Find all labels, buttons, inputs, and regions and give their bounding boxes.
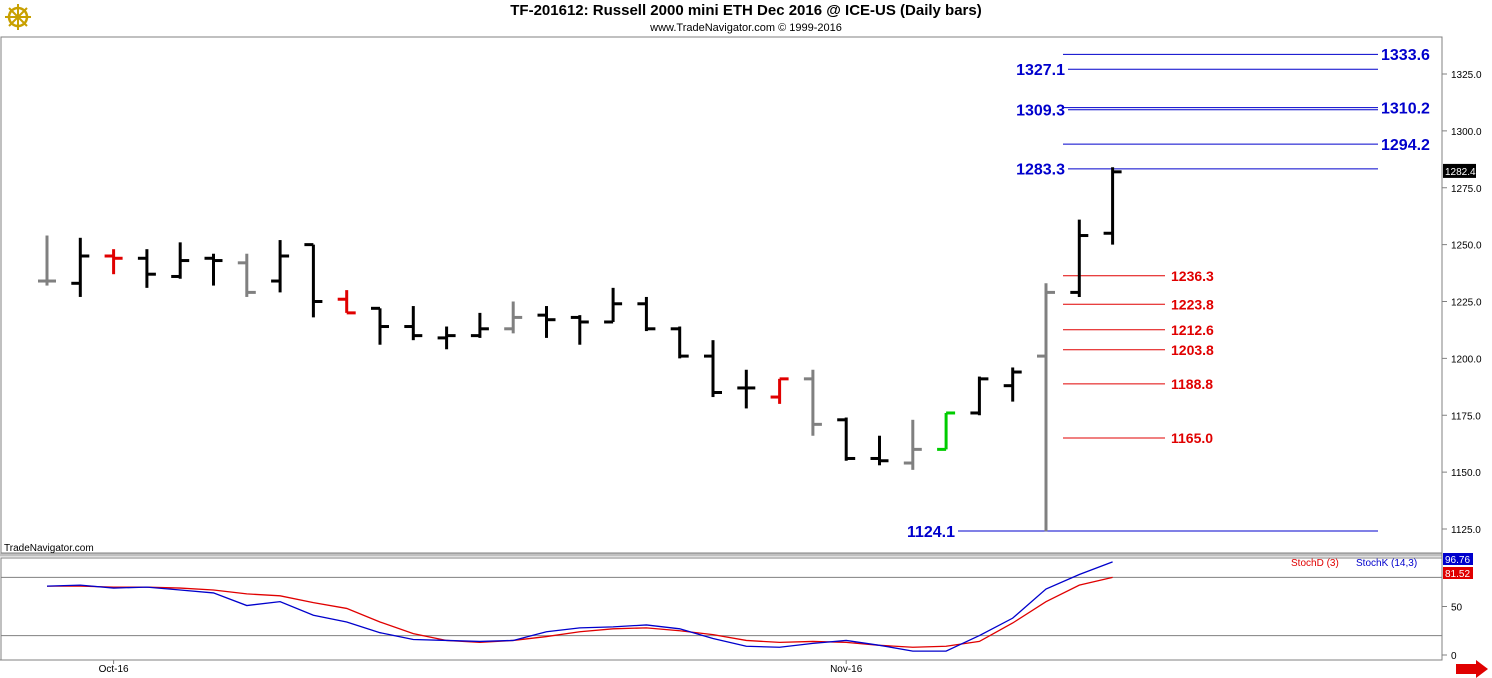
price-tick-label: 1300.0 — [1451, 127, 1482, 138]
stoch-series-line — [46, 561, 1113, 652]
ohlc-bar — [38, 235, 56, 286]
price-tick-label: 1250.0 — [1451, 241, 1482, 252]
ohlc-bar — [837, 417, 856, 461]
price-level-label: 1294.2 — [1381, 137, 1430, 154]
ohlc-bar — [337, 290, 356, 315]
ohlc-bar — [903, 419, 922, 470]
chart-title: TF-201612: Russell 2000 mini ETH Dec 201… — [510, 2, 982, 19]
ohlc-bar — [371, 306, 389, 345]
ohlc-bar — [237, 253, 256, 297]
price-level-label: 1309.3 — [1016, 102, 1065, 119]
price-level-label: 1124.1 — [907, 524, 955, 541]
ohlc-bar — [670, 326, 689, 359]
stoch-d-last-value: 81.52 — [1445, 569, 1470, 580]
stoch-legend: StochD (3) StochK (14,3) 96.76 81.52 — [1291, 553, 1473, 580]
ohlc-bar — [604, 287, 623, 324]
price-level-label: 1223.8 — [1171, 296, 1214, 312]
ohlc-bar — [304, 243, 323, 318]
last-price-box: 1282.4 — [1443, 163, 1476, 178]
stoch-k-legend: StochK (14,3) — [1356, 558, 1417, 569]
price-tick-label: 1200.0 — [1451, 354, 1482, 365]
ohlc-bar — [437, 326, 456, 350]
ohlc-bar — [1003, 367, 1022, 402]
price-level-label: 1203.8 — [1171, 342, 1214, 358]
price-level-label: 1310.2 — [1381, 100, 1430, 117]
time-tick-label: Nov-16 — [830, 664, 863, 675]
stoch-series-line — [47, 576, 1113, 648]
ohlc-bar — [737, 369, 756, 409]
ohlc-bar — [504, 301, 523, 334]
ohlc-bar — [1103, 167, 1122, 245]
price-tick-label: 1325.0 — [1451, 70, 1482, 81]
stoch-k-badge — [1443, 553, 1473, 565]
ohlc-bar — [1070, 219, 1089, 297]
ohlc-bar — [1037, 283, 1055, 532]
stoch-tick-label: 0 — [1451, 651, 1457, 662]
price-tick-label: 1225.0 — [1451, 298, 1482, 309]
time-tick-label: Oct-16 — [99, 664, 129, 675]
ohlc-bar — [204, 253, 223, 286]
price-level-label: 1333.6 — [1381, 47, 1430, 64]
price-level-label: 1212.6 — [1171, 322, 1214, 338]
ohlc-bar — [637, 296, 656, 332]
ohlc-bar — [470, 312, 489, 338]
last-price-label: 1282.4 — [1445, 167, 1476, 178]
ohlc-bar — [770, 377, 789, 404]
scroll-right-arrow-icon[interactable] — [1456, 660, 1488, 678]
ohlc-bar — [570, 315, 589, 345]
ohlc-bar — [137, 249, 156, 288]
stoch-tick-label: 50 — [1451, 603, 1463, 614]
ohlc-bar — [104, 249, 123, 275]
ship-wheel-icon — [5, 4, 31, 30]
ohlc-bar — [171, 242, 190, 279]
price-level-label: 1283.3 — [1016, 162, 1065, 179]
ohlc-bar — [271, 240, 290, 293]
ohlc-bars — [38, 167, 1122, 532]
price-level-label: 1327.1 — [1016, 62, 1065, 79]
price-level-label: 1188.8 — [1171, 376, 1213, 392]
stoch-k-last-value: 96.76 — [1445, 555, 1470, 566]
ohlc-bar — [704, 340, 722, 398]
price-tick-label: 1275.0 — [1451, 184, 1482, 195]
ohlc-bar — [937, 411, 956, 451]
ohlc-bar — [404, 306, 423, 341]
stoch-lines — [46, 561, 1113, 652]
price-panel — [0, 36, 1443, 554]
ohlc-bar — [870, 435, 889, 466]
chart-subtitle: www.TradeNavigator.com © 1999-2016 — [650, 22, 842, 34]
ohlc-bar — [970, 376, 989, 416]
watermark: TradeNavigator.com — [4, 543, 94, 554]
price-axis-ticks: 1125.0 1150.0 1175.0 1200.0 1225.0 1250.0 1275… — [1442, 70, 1482, 536]
stoch-panel — [0, 557, 1443, 661]
price-tick-label: 1125.0 — [1451, 525, 1481, 536]
last-price-badge — [1443, 163, 1476, 178]
ohlc-bar — [803, 369, 822, 436]
price-level-label: 1165.0 — [1171, 430, 1213, 446]
price-tick-label: 1175.0 — [1451, 411, 1481, 422]
price-level-label: 1236.3 — [1171, 268, 1214, 284]
time-axis-labels: Oct-16 Nov-16 — [99, 660, 863, 675]
ohlc-bar — [71, 237, 90, 297]
ohlc-bar — [537, 306, 556, 338]
stoch-d-legend: StochD (3) — [1291, 558, 1339, 569]
price-levels: 1333.6 1327.1 1310.2 1309.3 1294.2 1283.3 1236… — [907, 47, 1430, 541]
stoch-d-badge — [1443, 567, 1473, 579]
stoch-axis-ticks: 0 50 — [1442, 603, 1463, 662]
price-tick-label: 1150.0 — [1451, 468, 1481, 479]
